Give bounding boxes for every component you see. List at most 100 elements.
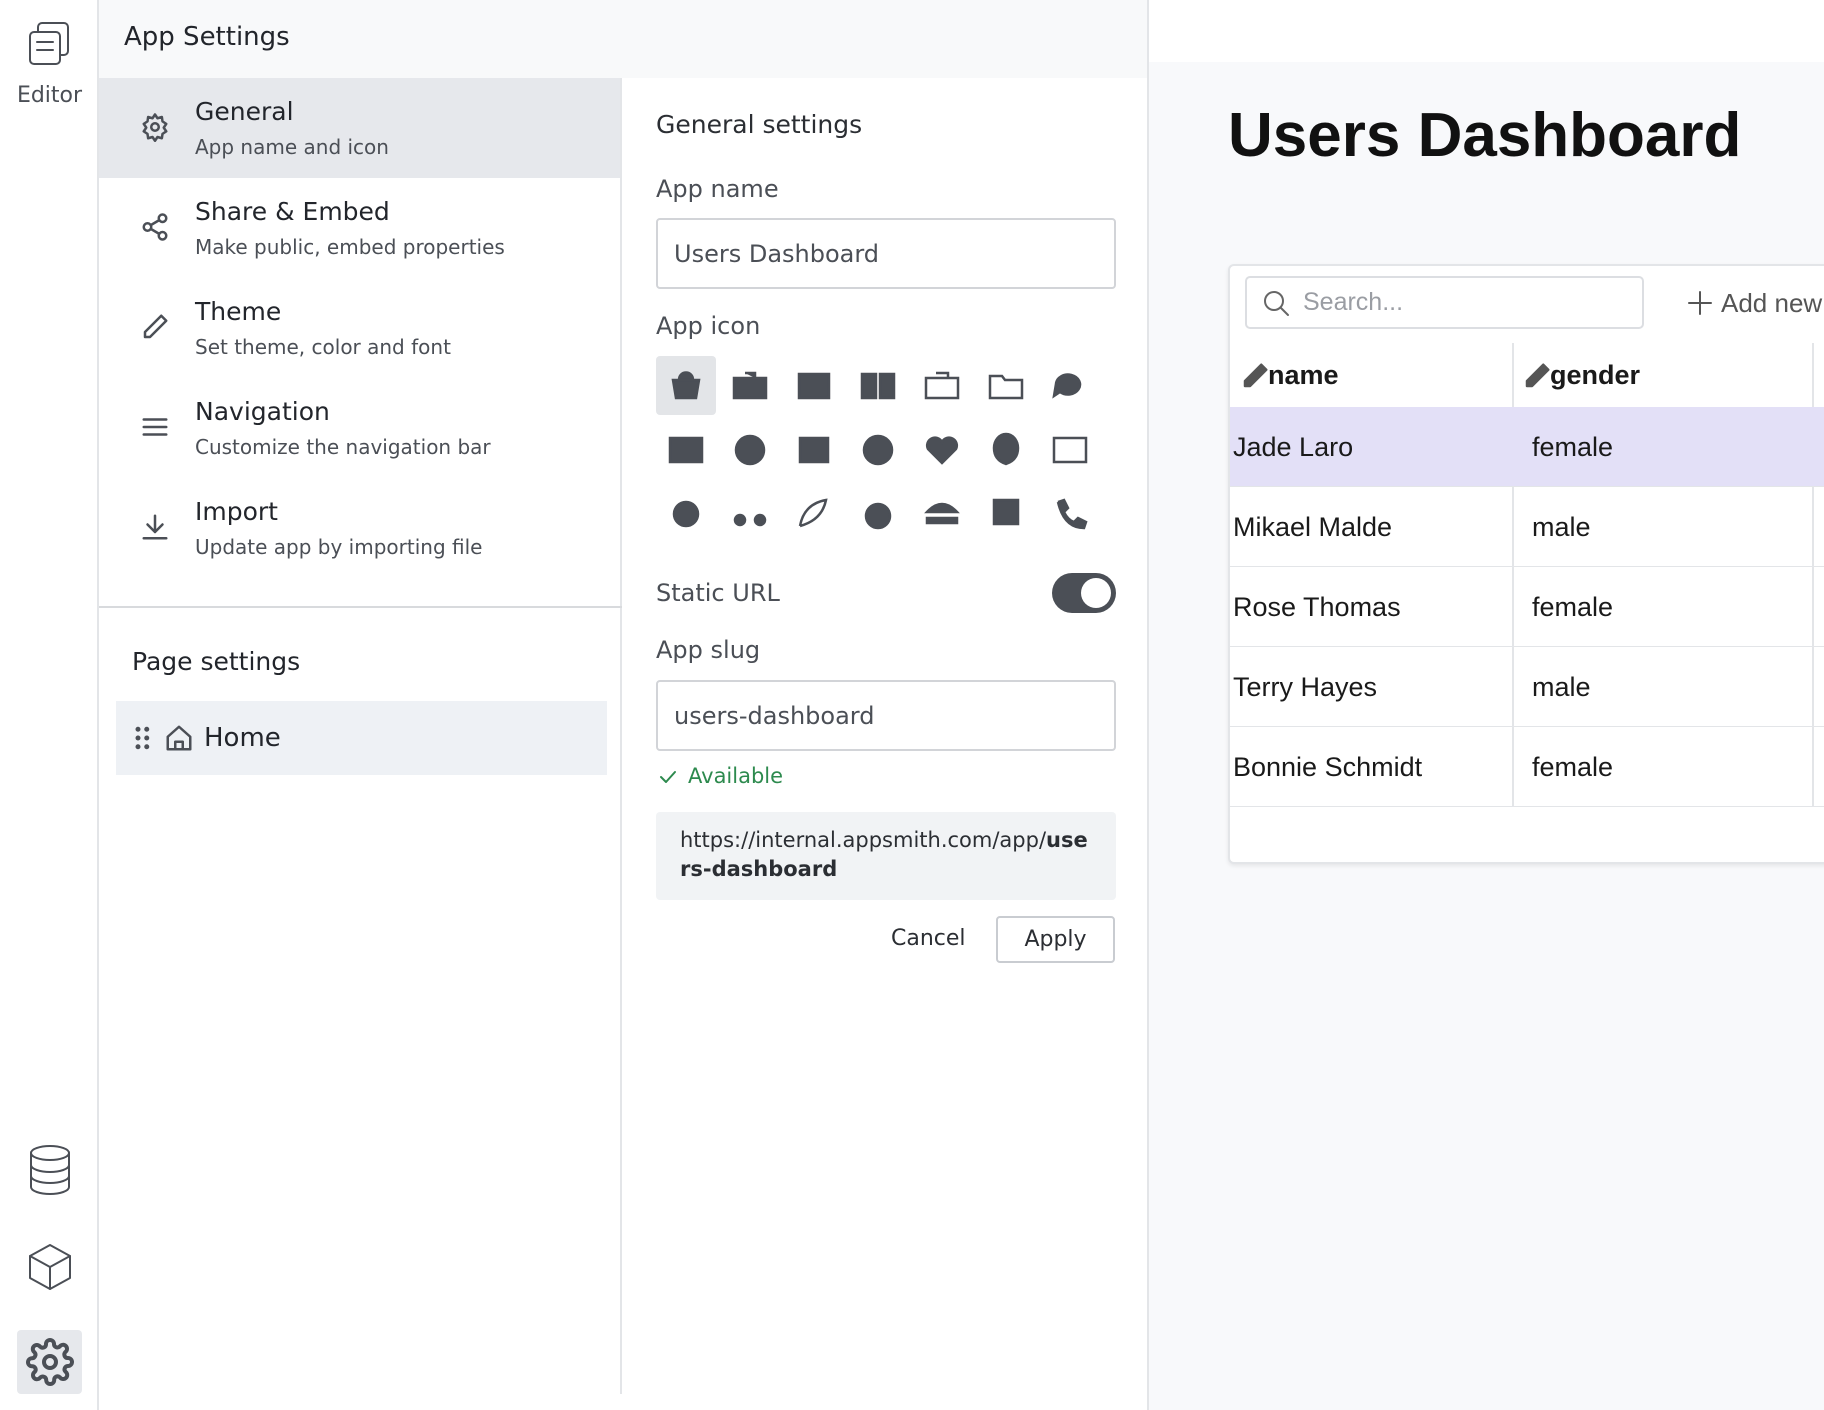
menu-item-active-bg — [99, 78, 620, 178]
app-slug-input[interactable]: users-dashboard — [656, 680, 1116, 751]
app-icon-option[interactable] — [924, 371, 960, 400]
table-row[interactable] — [1230, 487, 1824, 567]
table-row[interactable] — [1230, 567, 1824, 647]
column-header: name — [1268, 359, 1339, 390]
table-cell: Terry Hayes — [1233, 671, 1378, 702]
menu-item-subtitle: Update app by importing file — [195, 535, 483, 559]
table-row[interactable] — [1230, 727, 1824, 807]
url-prefix: https://internal.appsmith.com/app/ — [680, 828, 1047, 852]
table-cell: Jade Laro — [1233, 431, 1354, 462]
menu-item-subtitle: Make public, embed properties — [195, 235, 505, 259]
search-placeholder: Search... — [1303, 288, 1404, 316]
menu-column — [99, 78, 622, 1394]
app-icon-option[interactable] — [992, 432, 1020, 466]
menu-item[interactable] — [99, 78, 620, 178]
table-card — [1228, 264, 1824, 864]
menu-item-subtitle: Set theme, color and font — [195, 335, 451, 359]
preview-title: Users Dashboard — [1228, 101, 1742, 170]
app-icon-option[interactable] — [925, 436, 959, 465]
menu-item[interactable] — [99, 278, 620, 378]
settings-title: App Settings — [124, 22, 290, 52]
edit-icon — [1243, 363, 1268, 388]
static-url-toggle[interactable] — [1052, 573, 1116, 613]
url-preview: https://internal.appsmith.com/app/users-… — [656, 812, 1116, 900]
table-row[interactable] — [1230, 407, 1824, 487]
menu-icon — [142, 418, 168, 436]
packages-icon[interactable] — [26, 1242, 74, 1292]
app-icon-option[interactable] — [798, 498, 828, 528]
availability-text: Available — [688, 764, 784, 788]
app-icon-grid[interactable] — [656, 356, 1116, 546]
app-icon-option[interactable] — [732, 371, 768, 400]
app-icon-option[interactable] — [988, 374, 1024, 400]
panel-border — [1147, 0, 1149, 1410]
table-cell: female — [1532, 591, 1614, 622]
app-icon-option[interactable] — [1052, 436, 1088, 464]
cancel-button[interactable]: Cancel — [891, 926, 966, 951]
menu-icon — [143, 314, 168, 339]
menu-item-subtitle: App name and icon — [195, 135, 389, 159]
app-icon-option[interactable] — [798, 436, 830, 464]
search-box[interactable] — [1245, 276, 1644, 329]
settings-icon — [26, 1338, 74, 1386]
add-icon — [1688, 291, 1712, 315]
apply-button[interactable]: Apply — [996, 916, 1115, 963]
editor-label: Editor — [16, 83, 83, 108]
app-name-input[interactable]: Users Dashboard — [656, 218, 1116, 289]
drag-handle — [135, 726, 150, 750]
table-cell: female — [1532, 751, 1614, 782]
app-icon-option[interactable] — [668, 436, 704, 464]
editor-icon[interactable] — [26, 20, 74, 70]
app-slug-label: App slug — [656, 636, 761, 664]
table-cell: Bonnie Schmidt — [1233, 751, 1423, 782]
page-name: Home — [204, 723, 281, 753]
app-icon-option[interactable] — [671, 371, 701, 400]
app-icon-option[interactable] — [1052, 373, 1082, 399]
app-icon-option[interactable] — [734, 434, 766, 466]
app-icon-option[interactable] — [672, 500, 700, 528]
column-divider — [1512, 343, 1514, 807]
left-rail: Editor — [0, 0, 99, 1410]
menu-item-title: Navigation — [195, 397, 330, 426]
table-cell: male — [1532, 671, 1591, 702]
app-icon-option[interactable] — [860, 372, 896, 400]
menu-item-subtitle: Customize the navigation bar — [195, 435, 491, 459]
page-row[interactable] — [116, 701, 607, 775]
datasource-icon[interactable] — [27, 1144, 73, 1196]
menu-icon — [142, 514, 168, 540]
column-header: gender — [1550, 359, 1641, 390]
column-divider — [1812, 343, 1814, 807]
home-icon — [166, 725, 192, 751]
menu-item-title: Share & Embed — [195, 197, 390, 226]
menu-item[interactable] — [99, 178, 620, 278]
available-check — [660, 771, 676, 783]
settings-header — [99, 0, 1148, 78]
app-icon-option[interactable] — [1056, 498, 1088, 530]
app-name-label: App name — [656, 175, 779, 203]
menu-item-title: Import — [195, 497, 278, 526]
form-title: General settings — [656, 110, 863, 139]
app-icon-option[interactable] — [862, 434, 894, 466]
table-row[interactable] — [1230, 647, 1824, 727]
app-icon-option[interactable] — [797, 372, 831, 400]
menu-icon — [142, 213, 168, 241]
url-slug: users-dashboard — [680, 828, 1088, 881]
app-icon-option[interactable] — [864, 502, 892, 530]
static-url-label: Static URL — [656, 579, 780, 607]
menu-item[interactable] — [99, 478, 620, 578]
search-icon — [1264, 291, 1289, 316]
app-icon-option[interactable] — [924, 502, 960, 525]
menu-divider — [99, 606, 622, 608]
table-cell: male — [1532, 511, 1591, 542]
app-icon-option[interactable] — [992, 498, 1020, 526]
edit-icon — [1525, 363, 1550, 388]
menu-item-title: Theme — [195, 297, 282, 326]
menu-icon — [142, 113, 168, 142]
table-cell: Mikael Malde — [1233, 511, 1393, 542]
app-icon-option[interactable] — [733, 513, 767, 527]
page-settings-title: Page settings — [132, 647, 301, 676]
table-cell: Rose Thomas — [1233, 591, 1401, 622]
menu-item[interactable] — [99, 378, 620, 478]
add-new-button[interactable]: Add new — [1721, 288, 1823, 318]
